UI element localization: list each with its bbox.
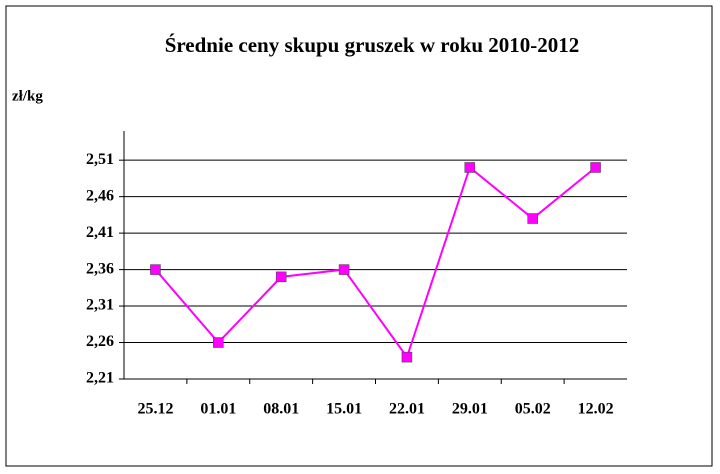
x-tick-label: 01.01 bbox=[200, 401, 236, 418]
x-tick-label: 12.02 bbox=[578, 401, 614, 418]
data-point bbox=[150, 264, 161, 275]
data-point bbox=[213, 337, 224, 348]
y-tick-label: 2,46 bbox=[86, 187, 114, 204]
y-tick-label: 2,21 bbox=[86, 370, 114, 387]
y-tick-label: 2,36 bbox=[86, 260, 114, 277]
y-tick-label: 2,41 bbox=[86, 224, 114, 241]
data-point bbox=[338, 264, 350, 275]
data-point bbox=[527, 213, 538, 224]
y-tick-label: 2,31 bbox=[86, 297, 114, 314]
x-tick-label: 29.01 bbox=[452, 401, 488, 418]
data-line bbox=[154, 165, 597, 360]
data-point bbox=[275, 271, 287, 283]
x-tick-label: 22.01 bbox=[389, 401, 425, 418]
x-tick-label: 15.01 bbox=[326, 401, 362, 418]
y-tick-label: 2,51 bbox=[86, 151, 114, 168]
chart-title: Średnie ceny skupu gruszek w roku 2010-2… bbox=[165, 33, 580, 57]
y-tick-label: 2,26 bbox=[86, 333, 114, 350]
x-tick-label: 25.12 bbox=[137, 401, 173, 418]
data-point bbox=[590, 162, 601, 173]
x-tick-label: 05.02 bbox=[515, 401, 551, 418]
data-point bbox=[464, 162, 476, 173]
x-tick-label: 08.01 bbox=[263, 401, 299, 418]
data-point bbox=[401, 351, 413, 363]
y-axis-label: zł/kg bbox=[12, 88, 43, 104]
